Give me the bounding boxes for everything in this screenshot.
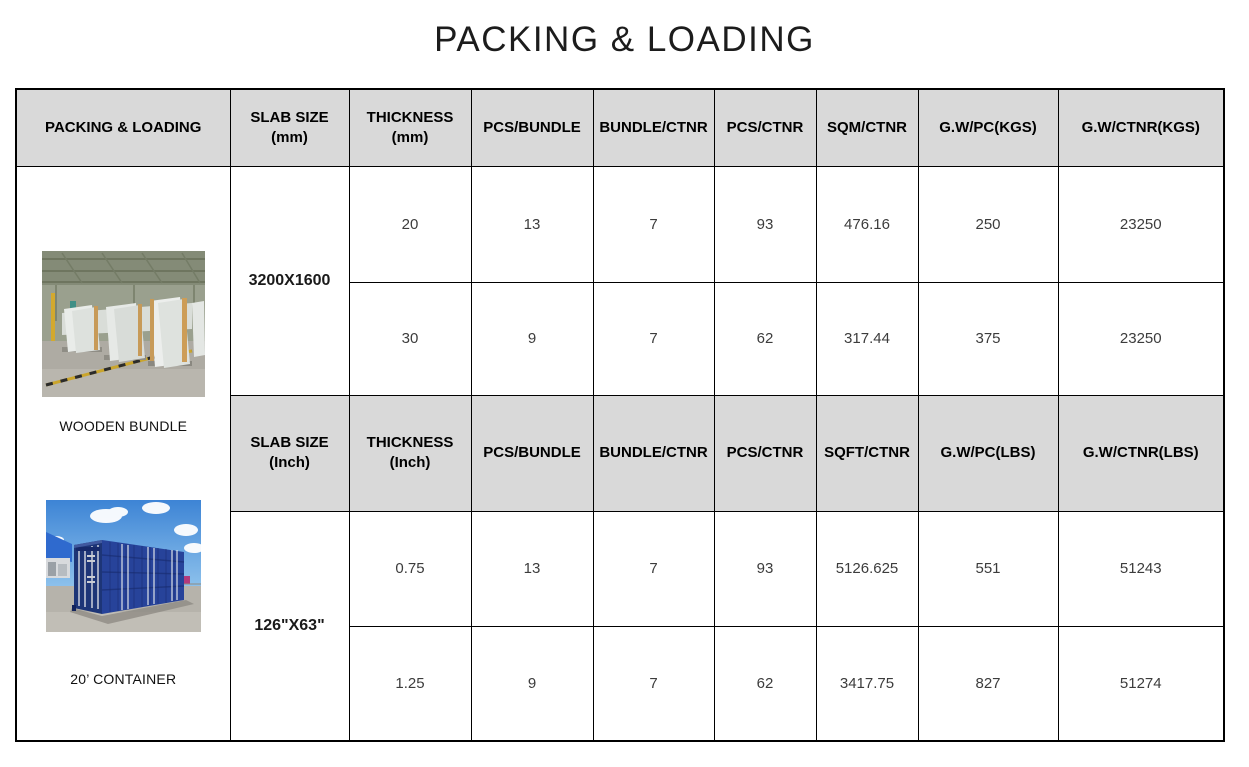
cell-slab-size-mm: 3200X1600 xyxy=(229,165,350,396)
wooden-bundle-photo xyxy=(41,250,205,397)
cell-in-r1-bundle-ctnr: 7 xyxy=(592,510,715,627)
header-gw-ctnr-kgs: G.W/CTNR(KGS) xyxy=(1057,88,1225,167)
cell-in-r2-pcs-ctnr: 62 xyxy=(713,625,817,742)
cell-in-r1-gw-ctnr: 51243 xyxy=(1057,510,1225,627)
wooden-bundle-caption: WOODEN BUNDLE xyxy=(59,417,188,434)
imperial-row-1: 126"X63" 0.75 13 7 93 5126.625 551 51243 xyxy=(16,510,1225,742)
cell-mm-r2-thickness: 30 xyxy=(348,281,472,396)
cell-slab-size-inch: 126"X63" xyxy=(229,510,350,742)
cell-in-r2-gw-ctnr: 51274 xyxy=(1057,625,1225,742)
header-thickness-mm: THICKNESS (mm) xyxy=(348,88,472,167)
header-sqft-ctnr: SQFT/CTNR xyxy=(815,394,919,512)
header-pcs-bundle-inch: PCS/BUNDLE xyxy=(470,394,594,512)
container-photo xyxy=(45,499,201,632)
cell-in-r2-sqft-ctnr: 3417.75 xyxy=(815,625,919,742)
cell-in-r2-gw-pc: 827 xyxy=(917,625,1059,742)
header-pcs-ctnr-mm: PCS/CTNR xyxy=(713,88,817,167)
cell-in-r1-gw-pc: 551 xyxy=(917,510,1059,627)
cell-mm-r1-sqm-ctnr: 476.16 xyxy=(815,165,919,283)
header-bundle-ctnr-inch: BUNDLE/CTNR xyxy=(592,394,715,512)
container-caption: 20’ CONTAINER xyxy=(70,670,177,687)
cell-in-r1-pcs-ctnr: 93 xyxy=(713,510,817,627)
header-sqm-ctnr: SQM/CTNR xyxy=(815,88,919,167)
header-slab-size-inch: SLAB SIZE (Inch) xyxy=(229,394,350,512)
cell-in-r1-thickness: 0.75 xyxy=(348,510,472,627)
header-pcs-ctnr-inch: PCS/CTNR xyxy=(713,394,817,512)
cell-mm-r2-pcs-ctnr: 62 xyxy=(713,281,817,396)
cell-mm-r2-sqm-ctnr: 317.44 xyxy=(815,281,919,396)
header-packing-loading: PACKING & LOADING xyxy=(15,88,231,167)
metric-header-row: PACKING & LOADING SLAB SIZE (mm) THICKNE… xyxy=(15,88,1225,167)
cell-mm-r1-gw-ctnr: 23250 xyxy=(1057,165,1225,283)
photo-stack: WOODEN BUNDLE xyxy=(17,220,229,687)
cell-mm-r1-pcs-ctnr: 93 xyxy=(713,165,817,283)
cell-mm-r1-thickness: 20 xyxy=(348,165,472,283)
cell-in-r2-pcs-bundle: 9 xyxy=(470,625,594,742)
photo-column: WOODEN BUNDLE xyxy=(15,165,231,742)
metric-row-1: WOODEN BUNDLE xyxy=(15,165,1225,742)
header-slab-size-mm: SLAB SIZE (mm) xyxy=(229,88,350,167)
cell-mm-r2-gw-ctnr: 23250 xyxy=(1057,281,1225,396)
packing-loading-table: PACKING & LOADING SLAB SIZE (mm) THICKNE… xyxy=(15,88,1225,742)
header-pcs-bundle-mm: PCS/BUNDLE xyxy=(470,88,594,167)
cell-mm-r1-bundle-ctnr: 7 xyxy=(592,165,715,283)
page-title: PACKING & LOADING xyxy=(434,20,815,59)
imperial-row-2: 1.25 9 7 62 3417.75 827 51274 xyxy=(16,625,1225,742)
header-gw-pc-lbs: G.W/PC(LBS) xyxy=(917,394,1059,512)
imperial-header-row: SLAB SIZE (Inch) THICKNESS (Inch) PCS/BU… xyxy=(16,394,1225,512)
header-gw-pc-kgs: G.W/PC(KGS) xyxy=(917,88,1059,167)
header-bundle-ctnr-mm: BUNDLE/CTNR xyxy=(592,88,715,167)
header-gw-ctnr-lbs: G.W/CTNR(LBS) xyxy=(1057,394,1225,512)
cell-mm-r1-gw-pc: 250 xyxy=(917,165,1059,283)
cell-mm-r2-pcs-bundle: 9 xyxy=(470,281,594,396)
cell-in-r2-thickness: 1.25 xyxy=(348,625,472,742)
cell-in-r1-pcs-bundle: 13 xyxy=(470,510,594,627)
metric-row-2: 30 9 7 62 317.44 375 23250 xyxy=(16,281,1225,396)
header-thickness-inch: THICKNESS (Inch) xyxy=(348,394,472,512)
cell-in-r2-bundle-ctnr: 7 xyxy=(592,625,715,742)
cell-mm-r2-gw-pc: 375 xyxy=(917,281,1059,396)
cell-in-r1-sqft-ctnr: 5126.625 xyxy=(815,510,919,627)
cell-mm-r2-bundle-ctnr: 7 xyxy=(592,281,715,396)
cell-mm-r1-pcs-bundle: 13 xyxy=(470,165,594,283)
